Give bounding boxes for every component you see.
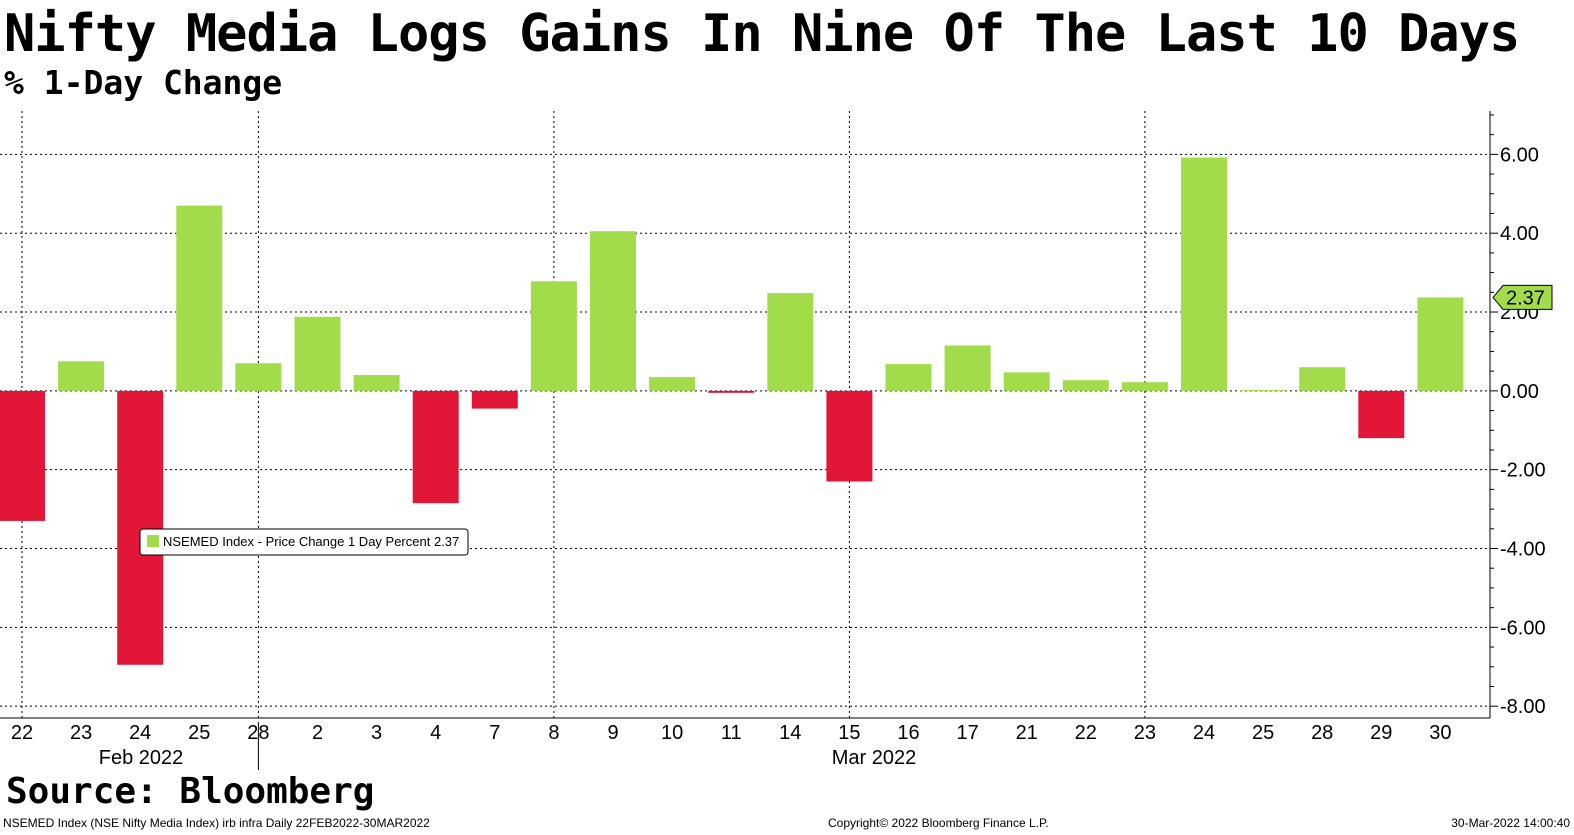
x-tick-label: 25 — [188, 722, 210, 744]
x-tick-label: 11 — [721, 722, 742, 744]
bar — [412, 390, 459, 504]
x-tick-label: 24 — [1193, 722, 1215, 744]
legend-label: NSEMED Index - Price Change 1 Day Percen… — [163, 534, 459, 549]
x-tick-label: 28 — [247, 722, 269, 744]
x-tick-label: 30 — [1429, 722, 1451, 744]
bar — [471, 390, 518, 409]
month-label: Mar 2022 — [832, 747, 917, 769]
x-tick-label: 4 — [430, 722, 441, 744]
bar — [1417, 297, 1464, 391]
footer-center: Copyright© 2022 Bloomberg Finance L.P. — [828, 816, 1049, 830]
y-tick-label: -2.00 — [1500, 460, 1546, 482]
bar — [590, 231, 636, 391]
grid-layer — [0, 111, 1490, 718]
bar — [117, 390, 164, 665]
x-tick-label: 17 — [956, 722, 978, 744]
x-tick-label: 28 — [1311, 722, 1333, 744]
bar — [1299, 367, 1346, 391]
x-tick-label: 22 — [11, 722, 33, 744]
bar — [1003, 372, 1050, 391]
bar — [176, 205, 223, 391]
bar — [353, 375, 400, 391]
last-value-label: 2.37 — [1506, 287, 1545, 309]
bar — [826, 390, 873, 482]
bar-layer — [0, 157, 1464, 665]
axis-layer — [0, 111, 1498, 770]
footer-left: NSEMED Index (NSE Nifty Media Index) irb… — [3, 816, 430, 830]
x-tick-label: 23 — [1134, 722, 1156, 744]
y-tick-label: 6.00 — [1500, 144, 1539, 166]
month-label: Feb 2022 — [99, 747, 184, 769]
bar — [1181, 157, 1227, 391]
bar — [0, 390, 45, 521]
bar — [885, 364, 932, 391]
bar — [1240, 390, 1287, 392]
legend-box — [139, 528, 469, 556]
bar — [944, 345, 991, 391]
bar — [1358, 390, 1405, 439]
legend-layer: NSEMED Index - Price Change 1 Day Percen… — [139, 528, 469, 556]
x-tick-label: 2 — [312, 722, 323, 744]
footer-right: 30-Mar-2022 14:00:40 — [1451, 816, 1570, 830]
y-tick-label: 0.00 — [1500, 381, 1539, 403]
bar — [58, 361, 105, 391]
x-tick-label: 14 — [779, 722, 801, 744]
x-tick-label: 7 — [489, 722, 500, 744]
last-value-callout — [1492, 284, 1553, 310]
chart-title: Nifty Media Logs Gains In Nine Of The La… — [4, 4, 1520, 64]
legend-swatch — [147, 535, 159, 547]
source-note: Source: Bloomberg — [6, 771, 375, 812]
x-tick-label: 21 — [1016, 722, 1038, 744]
y-tick-label: -4.00 — [1500, 539, 1546, 561]
x-tick-label: 25 — [1252, 722, 1274, 744]
y-tick-label: 4.00 — [1500, 223, 1539, 245]
x-tick-label: 29 — [1370, 722, 1392, 744]
y-tick-label: -8.00 — [1500, 696, 1546, 718]
x-tick-label: 22 — [1075, 722, 1097, 744]
bar — [1062, 380, 1109, 391]
bar — [708, 390, 755, 393]
bar — [294, 316, 341, 391]
y-tick-label: -6.00 — [1500, 617, 1546, 639]
chart-subtitle: % 1-Day Change — [4, 63, 283, 102]
x-tick-label: 3 — [371, 722, 382, 744]
x-tick-label: 15 — [838, 722, 860, 744]
x-tick-label: 10 — [661, 722, 683, 744]
x-tick-label: 23 — [70, 722, 92, 744]
x-tick-label: 24 — [129, 722, 151, 744]
x-tick-label: 8 — [548, 722, 559, 744]
bar — [649, 377, 696, 391]
bar — [1121, 382, 1168, 391]
bar — [235, 363, 282, 391]
bar — [767, 293, 814, 391]
bar — [530, 281, 577, 391]
x-tick-label: 16 — [897, 722, 919, 744]
x-tick-label: 9 — [607, 722, 618, 744]
